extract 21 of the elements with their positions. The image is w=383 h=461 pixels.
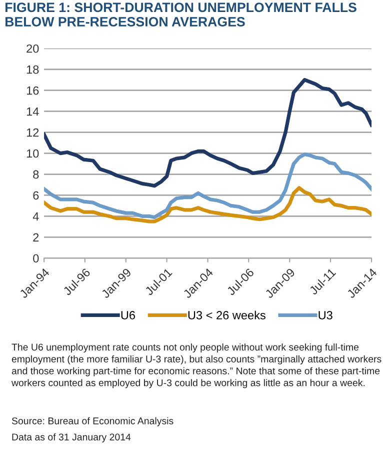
y-tick-label: 10: [26, 149, 39, 158]
y-tick-label: 2: [33, 233, 39, 242]
line-series: [44, 78, 372, 188]
y-tick-label: 6: [33, 191, 39, 200]
legend-label: U6: [121, 311, 135, 320]
y-tick-label: 12: [26, 128, 39, 137]
y-tick-label: 14: [26, 107, 39, 116]
text: Data as of 31 January 2014: [12, 433, 131, 442]
source-note: Source: Bureau of Economic Analysis: [12, 417, 174, 426]
y-tick-label: 16: [26, 86, 39, 95]
line-series: [44, 152, 372, 220]
y-tick-label: 8: [33, 170, 39, 179]
line-series: [44, 186, 372, 224]
y-tick-label: 18: [26, 65, 39, 74]
y-tick-label: 4: [32, 212, 39, 220]
chart-title: FIGURE 1: SHORT-DURATION UNEMPLOYMENT FALLS BELOW PRE-RECESSION AVERAGES: [5, 2, 356, 26]
text: The U6 unemployment rate counts not only people without work seeking full-time employment (the more familiar U-3 rate), but also counts ”marginally attached workers and those working part-time for economic reasons.” Note that some of these part-time workers counted as employed by U-3 could be working as little as an hour a week.: [11, 343, 382, 388]
legend-label: U3 < 26 weeks: [188, 310, 266, 320]
y-tick-label: 20: [26, 44, 39, 53]
legend-label: U3: [318, 311, 332, 320]
y-tick-label: 0: [33, 254, 39, 263]
